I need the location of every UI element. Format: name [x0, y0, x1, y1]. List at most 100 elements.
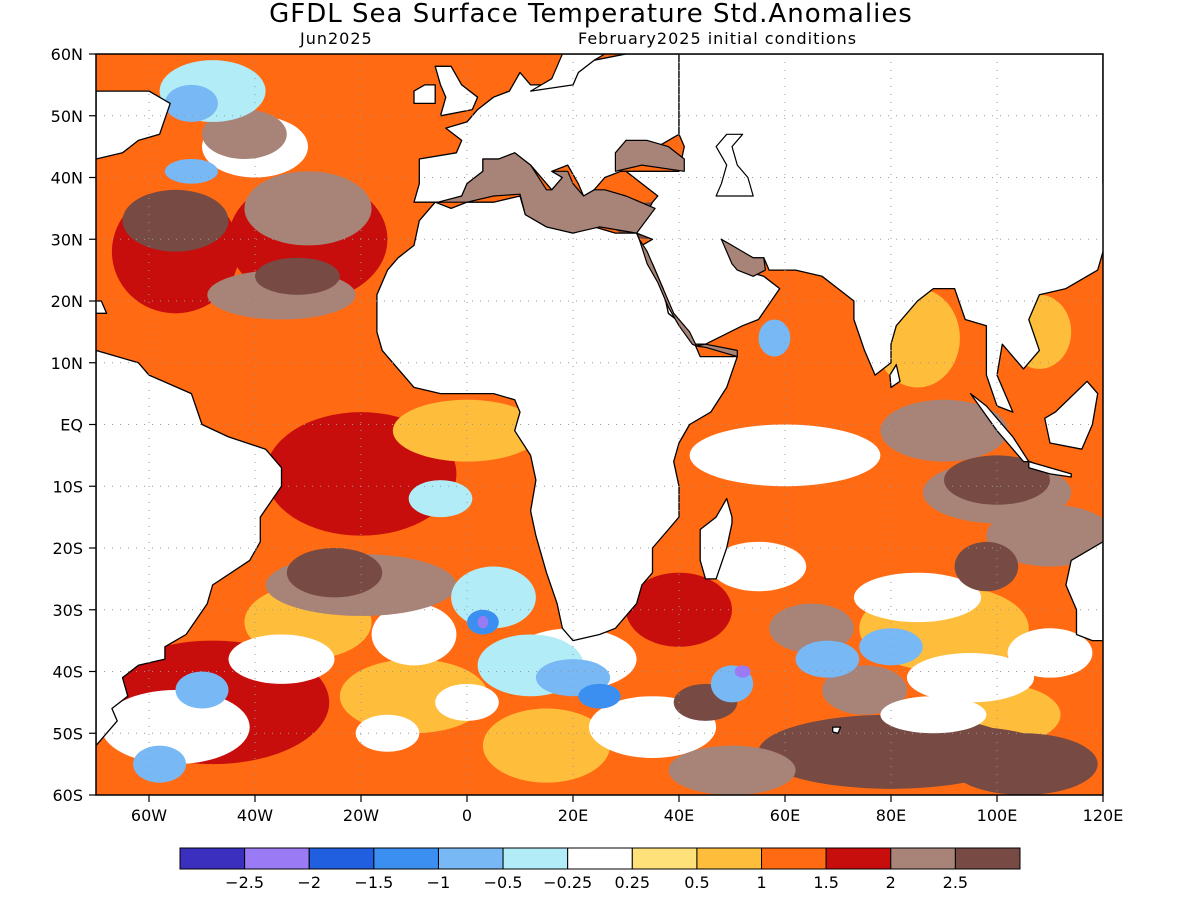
longitude-labels: 60W 40W 20W 0 20E 40E 60E 80E 100E 120E	[131, 795, 1123, 825]
sri-lanka-landmass	[889, 363, 901, 389]
anomaly-patch-40	[954, 541, 1019, 592]
persian-gulf	[720, 238, 766, 277]
anomaly-patch-14	[228, 634, 335, 684]
anomaly-patch-13	[101, 690, 250, 765]
colorbar-swatch	[567, 847, 633, 870]
lat-tick-label: 10S	[52, 477, 83, 496]
anomaly-patch-65	[880, 696, 987, 734]
britain-landmass	[434, 65, 479, 117]
colorbar-swatch	[825, 847, 892, 870]
anomaly-patch-35	[822, 665, 907, 715]
anomaly-patch-24	[244, 171, 372, 246]
lat-tick-label: 50S	[52, 724, 83, 743]
colorbar-label: −0.25	[543, 873, 592, 892]
anomaly-patch-55	[477, 615, 489, 629]
anomaly-patch-60	[408, 480, 473, 518]
anomaly-patch-38	[255, 257, 340, 295]
lon-tick-label: 20W	[343, 806, 379, 825]
latitude-labels: 60N 50N 40N 30N 20N 10N EQ 10S 20S 30S 40S 50S 60S	[51, 45, 96, 805]
anomaly-patch-19	[853, 572, 982, 623]
lon-tick-label: 20E	[558, 806, 588, 825]
anomaly-patch-48	[164, 158, 218, 184]
north-america-landmass	[96, 90, 171, 160]
map-title: GFDL Sea Surface Temperature Std.Anomali…	[269, 0, 913, 29]
colorbar-label: 0.5	[684, 873, 709, 892]
anomaly-patch-61	[133, 745, 187, 783]
colorbar-label: −1	[427, 873, 451, 892]
lat-tick-label: 30N	[51, 230, 83, 249]
asia-landmass	[620, 54, 1103, 413]
colorbar-swatch	[308, 847, 375, 870]
colorbar-label: −1.5	[354, 873, 393, 892]
anomaly-patch-7	[626, 572, 732, 647]
colorbar-label: 2	[886, 873, 896, 892]
anomaly-patch-28	[880, 399, 1008, 462]
anomaly-patch-23	[689, 424, 881, 487]
colorbar-swatch	[179, 847, 246, 870]
borneo-landmass	[1044, 380, 1099, 450]
black-sea	[614, 139, 685, 172]
java-landmass	[1028, 460, 1072, 478]
gulf-of-aden	[695, 343, 738, 358]
lon-tick-label: 80E	[876, 806, 906, 825]
anomaly-patch-30	[986, 504, 1103, 567]
anomaly-patch-33	[668, 745, 796, 795]
anomaly-patch-62	[578, 683, 621, 709]
colorbar-swatch	[502, 847, 569, 870]
anomaly-patch-58	[795, 640, 860, 678]
anomaly-patch-25	[202, 109, 287, 159]
anomaly-patch-18	[710, 541, 807, 592]
lon-tick-label: 120E	[1083, 806, 1124, 825]
lon-tick-label: 40E	[664, 806, 694, 825]
colorbar-labels: −2.5 −2 −1.5 −1 −0.5 −0.25 0.25 0.5 1 1.5 2 2.5	[225, 873, 968, 892]
anomaly-patch-59	[758, 319, 791, 357]
colorbar-label: 2.5	[943, 873, 968, 892]
colorbar-label: −2	[297, 873, 321, 892]
anomaly-patch-15	[371, 603, 457, 666]
anomaly-patch-49	[451, 566, 536, 629]
colorbar-label: 1.5	[813, 873, 838, 892]
ireland-landmass	[413, 84, 436, 105]
lat-tick-label: 10N	[51, 354, 83, 373]
forecast-month-label: Jun2025	[300, 29, 373, 48]
lon-tick-label: 100E	[977, 806, 1018, 825]
anomaly-patch-47	[164, 84, 218, 122]
baltic-sea	[530, 54, 606, 92]
lon-tick-label: 60W	[131, 806, 167, 825]
kerguelen-landmass	[832, 726, 842, 734]
colorbar-swatch	[954, 847, 1021, 870]
lat-tick-label: 40N	[51, 169, 83, 188]
landmass-layer	[96, 54, 1103, 747]
anomaly-patch-39	[944, 455, 1050, 505]
anomaly-patch-6	[482, 708, 611, 783]
lat-tick-label: EQ	[60, 416, 83, 435]
anomaly-patch-36	[122, 189, 229, 252]
caspian-sea	[715, 133, 754, 197]
anomaly-patch-64	[355, 714, 420, 752]
lon-tick-label: 60E	[770, 806, 800, 825]
anomaly-patch-54	[734, 665, 751, 678]
lat-tick-label: 50N	[51, 107, 83, 126]
lat-tick-label: 20S	[52, 539, 83, 558]
australia-landmass	[1065, 541, 1103, 642]
lat-tick-label: 30S	[52, 601, 83, 620]
mediterranean-sea	[437, 152, 656, 234]
lat-tick-label: 40S	[52, 663, 83, 682]
lon-tick-label: 0	[462, 806, 472, 825]
colorbar-label: −2.5	[225, 873, 264, 892]
colorbar-swatch	[761, 847, 827, 870]
lat-tick-label: 60S	[52, 786, 83, 805]
madagascar-landmass	[699, 497, 733, 580]
anomaly-patch-56	[175, 671, 229, 709]
hispaniola-landmass	[96, 300, 108, 314]
anomaly-patch-37	[286, 548, 383, 598]
colorbar-swatch	[244, 847, 310, 870]
anomaly-patch-41	[891, 727, 1050, 777]
anomaly-patch-20	[906, 652, 1035, 703]
colorbar	[179, 847, 1021, 870]
lat-tick-label: 20N	[51, 292, 83, 311]
colorbar-swatch	[437, 847, 504, 870]
colorbar-swatch	[373, 847, 439, 870]
lat-tick-label: 60N	[51, 45, 83, 64]
